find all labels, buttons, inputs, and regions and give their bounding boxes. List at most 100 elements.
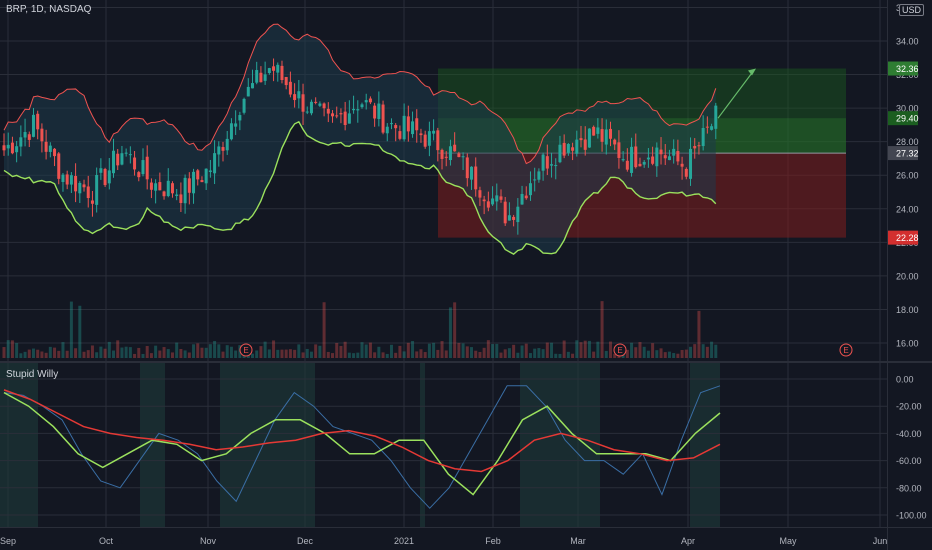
candle-body [394,125,398,129]
candle-body [162,191,166,197]
indicator-pane: 0.00 -20.00 -40.00 -60.00 -80.00 -100.00 [0,363,927,527]
volume-bar [284,349,288,358]
candle-body [655,147,659,167]
time-tick-label: Feb [485,536,501,546]
volume-bar [448,307,452,358]
volume-bar [486,340,490,358]
candle-body [604,129,608,145]
volume-bar [693,344,697,358]
time-tick-label: Dec [297,536,314,546]
time-tick-label: Jun [873,536,888,546]
volume-bar [145,346,149,358]
volume-bar [655,350,659,358]
price-tick-label: 28.00 [896,137,919,147]
candle-body [335,115,339,117]
indicator-shaded-region [220,363,315,527]
candle-body [575,139,579,154]
indicator-tick-label: 0.00 [896,375,914,385]
candle-body [234,123,238,127]
candle-body [213,153,217,174]
volume-bar [69,301,73,358]
candle-body [453,144,457,152]
price-tick-label: 16.00 [896,339,919,349]
volume-bar [478,352,482,358]
candle-body [78,182,82,194]
candle-body [74,175,78,192]
volume-bar [128,347,132,358]
volume-bar [31,348,35,358]
candle-body [44,141,48,152]
candle-body [154,183,158,191]
candle-body [541,154,545,171]
volume-bar [250,353,254,358]
time-tick-label: Oct [99,536,114,546]
volume-bar [537,348,541,358]
candle-body [229,123,233,140]
candle-body [149,182,153,190]
candle-body [638,163,642,167]
currency-badge[interactable]: USD [899,4,925,16]
indicator-title[interactable]: Stupid Willy [6,369,59,380]
volume-bar [562,340,566,358]
candle-body [90,200,94,204]
candle-body [2,145,6,151]
volume-bar [659,348,663,358]
candle-body [470,166,474,180]
candle-body [120,153,124,165]
candle-body [19,137,23,147]
candle-body [40,128,44,142]
volume-bar [663,352,667,358]
candle-body [297,91,301,99]
volume-bar [263,341,267,358]
candle-body [314,101,318,103]
volume-bar [398,345,402,358]
candle-body [550,164,554,166]
candle-body [642,161,646,165]
candle-body [53,148,57,157]
candle-body [503,201,507,224]
candle-body [343,111,347,126]
earnings-marker-label: E [243,346,248,355]
bollinger-lower-line [3,120,717,255]
candle-body [427,131,431,146]
volume-bar [385,353,389,358]
bollinger-upper-line [3,23,717,165]
price-label-box [888,230,918,245]
volume-bar [229,346,233,358]
candle-body [465,157,469,179]
candle-body [301,94,305,112]
candle-body [322,103,326,109]
candle-body [419,133,423,136]
candle-body [566,144,570,153]
symbol-header[interactable]: BRP, 1D, NASDAQ [6,4,92,15]
volume-bar [684,349,688,358]
candle-body [495,195,499,202]
price-tick-label: 24.00 [896,204,919,214]
candle-body [583,139,587,150]
volume-bar [432,342,436,358]
candle-body [99,168,103,173]
candle-body [360,104,364,108]
volume-bar [377,346,381,358]
candle-body [600,129,604,142]
volume-bar [301,352,305,358]
volume-bar [453,302,457,358]
volume-bar [528,353,532,358]
volume-bar [613,353,617,358]
time-tick-label: Mar [570,536,586,546]
candle-body [6,144,10,149]
volume-bar [545,342,549,358]
volume-bar [646,350,650,358]
candle-body [255,70,259,83]
candle-body [651,156,655,164]
candle-body [112,150,116,174]
willy-line [3,385,721,509]
volume-bar [533,348,537,358]
candle-body [352,108,356,111]
pane-separator [0,361,932,363]
candle-body [499,196,503,200]
candle-body [528,183,532,196]
volume-bar [507,348,511,358]
volume-bar [554,353,558,358]
candle-body [331,113,335,117]
